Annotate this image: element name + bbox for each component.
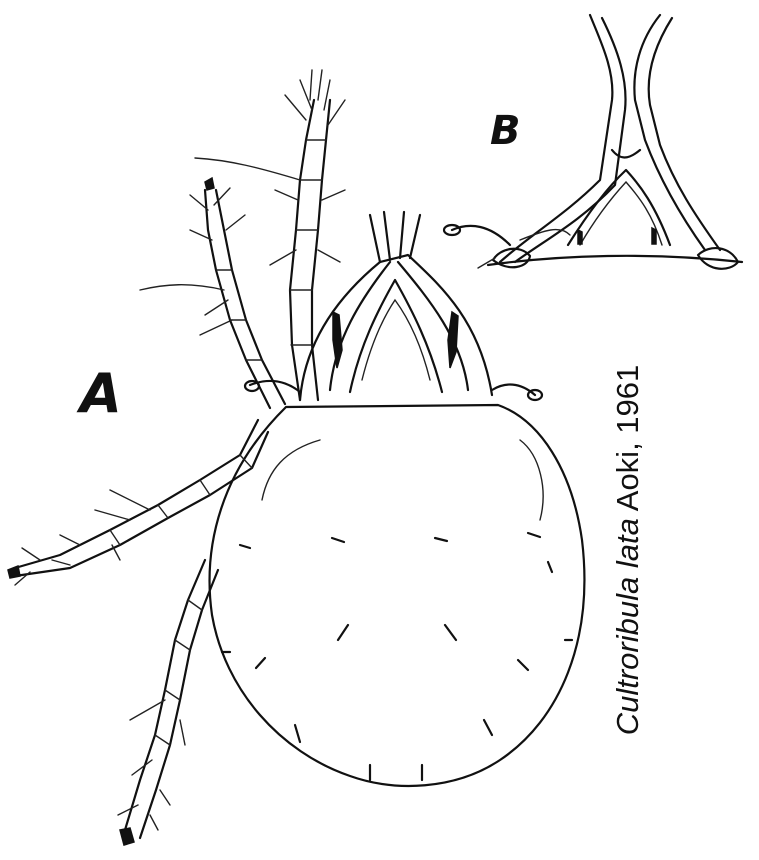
notogaster <box>208 403 586 788</box>
notogastral-setae <box>220 531 574 782</box>
panel-label-b: B <box>490 108 521 154</box>
prodorsum <box>298 253 494 402</box>
panel-label-a: A <box>80 362 122 425</box>
leg-3 <box>7 418 270 586</box>
caption-authority: Aoki, 1961 <box>610 364 645 512</box>
leg-2 <box>139 176 287 410</box>
leg-4 <box>117 558 220 846</box>
leg-1 <box>194 69 346 402</box>
caption-species: lata <box>610 518 645 569</box>
mite-body-group <box>7 69 586 846</box>
caption-genus: Cultroribula <box>610 576 645 736</box>
prodorsum-detail <box>442 13 744 270</box>
